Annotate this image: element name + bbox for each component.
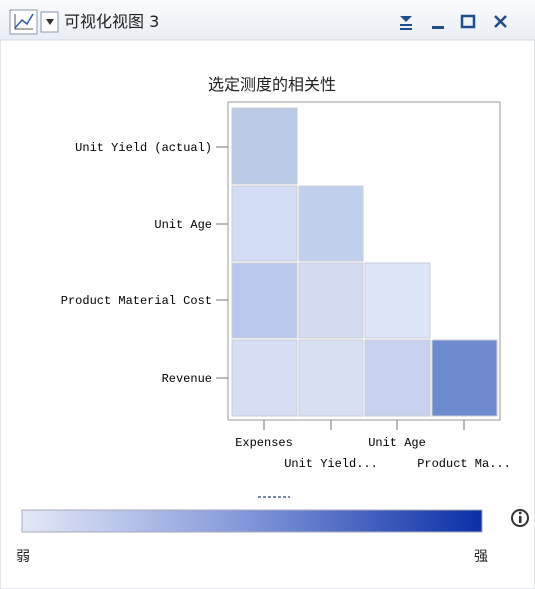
cell[interactable]: [231, 262, 298, 339]
x-label: Unit Yield...: [284, 457, 378, 471]
y-label: Product Material Cost: [61, 294, 212, 308]
y-label: Revenue: [162, 372, 212, 386]
dropdown-button[interactable]: [40, 11, 59, 33]
cell[interactable]: [231, 339, 298, 417]
window-title: 可视化视图 3: [64, 12, 159, 31]
info-icon[interactable]: [511, 509, 529, 527]
cell[interactable]: [298, 339, 364, 417]
cell[interactable]: [298, 185, 364, 262]
y-label: Unit Yield (actual): [75, 141, 212, 155]
legend-high: 强: [474, 549, 488, 565]
chart-type-button[interactable]: [9, 9, 38, 35]
cell[interactable]: [298, 262, 364, 339]
minimize-button[interactable]: [432, 26, 444, 29]
legend-low: 弱: [16, 549, 30, 565]
x-ticks: [263, 420, 465, 430]
cell[interactable]: [231, 185, 298, 262]
cell[interactable]: [364, 262, 431, 339]
close-button[interactable]: [494, 15, 507, 28]
color-legend: [21, 509, 483, 533]
cell[interactable]: [431, 339, 498, 417]
x-label: Product Ma...: [417, 457, 511, 471]
x-label: Unit Age: [368, 436, 426, 450]
cell[interactable]: [364, 339, 431, 417]
heatmap: [231, 107, 498, 417]
chart-title: 选定测度的相关性: [208, 75, 336, 94]
menu-button[interactable]: [400, 16, 412, 30]
x-label: Expenses: [235, 436, 293, 450]
y-label: Unit Age: [154, 218, 212, 232]
cell[interactable]: [231, 107, 298, 185]
y-ticks: [216, 146, 228, 379]
title-bar: [0, 0, 535, 40]
maximize-button[interactable]: [460, 14, 476, 29]
